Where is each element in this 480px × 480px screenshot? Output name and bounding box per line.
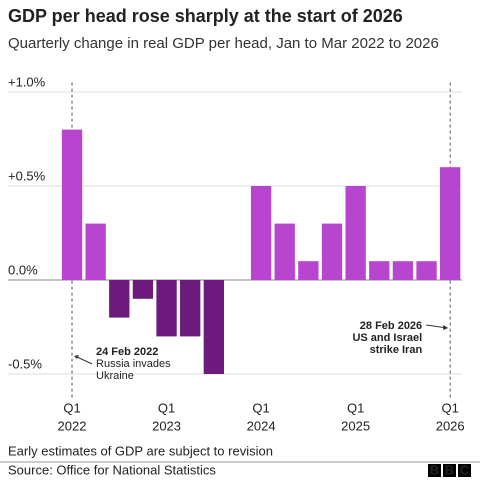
x-tick-label: Q1 (442, 400, 459, 415)
x-tick-label: 2023 (152, 418, 181, 433)
y-tick-label: -0.5% (8, 356, 42, 371)
annotation: strike Iran (370, 344, 423, 356)
arrow-head (443, 325, 449, 330)
logo-letter: C (460, 462, 470, 477)
bar (369, 261, 390, 280)
annotation: Ukraine (96, 370, 134, 382)
bar (156, 280, 177, 337)
logo-box (428, 464, 441, 477)
bar (132, 280, 154, 299)
bar (392, 261, 414, 280)
source: Source: Office for National Statistics (8, 462, 216, 477)
logo-box (458, 464, 471, 477)
bar (274, 223, 295, 280)
bar (180, 280, 201, 337)
logo-letter: B (445, 462, 454, 477)
x-tick-label: 2024 (247, 418, 276, 433)
y-tick-label: +1.0% (8, 74, 46, 89)
annotation-arrow (74, 355, 93, 365)
x-tick-label: Q1 (63, 400, 80, 415)
bar (440, 167, 461, 280)
bar (345, 186, 366, 280)
logo-box (443, 464, 456, 477)
bar (203, 280, 224, 374)
bar (298, 261, 319, 280)
x-tick-label: Q1 (347, 400, 364, 415)
y-tick-label: +0.5% (8, 168, 46, 183)
bar (321, 223, 343, 280)
x-tick-label: Q1 (158, 400, 175, 415)
x-tick-label: Q1 (252, 400, 269, 415)
note: Early estimates of GDP are subject to re… (8, 443, 273, 458)
bar (416, 261, 437, 280)
annotation: Russia invades (96, 358, 171, 370)
x-tick-label: 2022 (58, 418, 87, 433)
annotation: 28 Feb 2026 (360, 320, 422, 332)
annotation: 24 Feb 2022 (96, 346, 158, 358)
bar (109, 280, 130, 318)
x-tick-label: 2025 (341, 418, 370, 433)
arrow-head (74, 355, 80, 359)
chart-title: GDP per head rose sharply at the start o… (8, 6, 403, 26)
x-tick-label: 2026 (436, 418, 465, 433)
logo-letter: B (430, 462, 439, 477)
annotation: US and Israel (352, 332, 422, 344)
y-tick-label: 0.0% (8, 262, 38, 277)
bar (61, 129, 83, 280)
bar (85, 223, 106, 280)
bar (250, 186, 272, 280)
chart-subtitle: Quarterly change in real GDP per head, J… (8, 35, 439, 52)
